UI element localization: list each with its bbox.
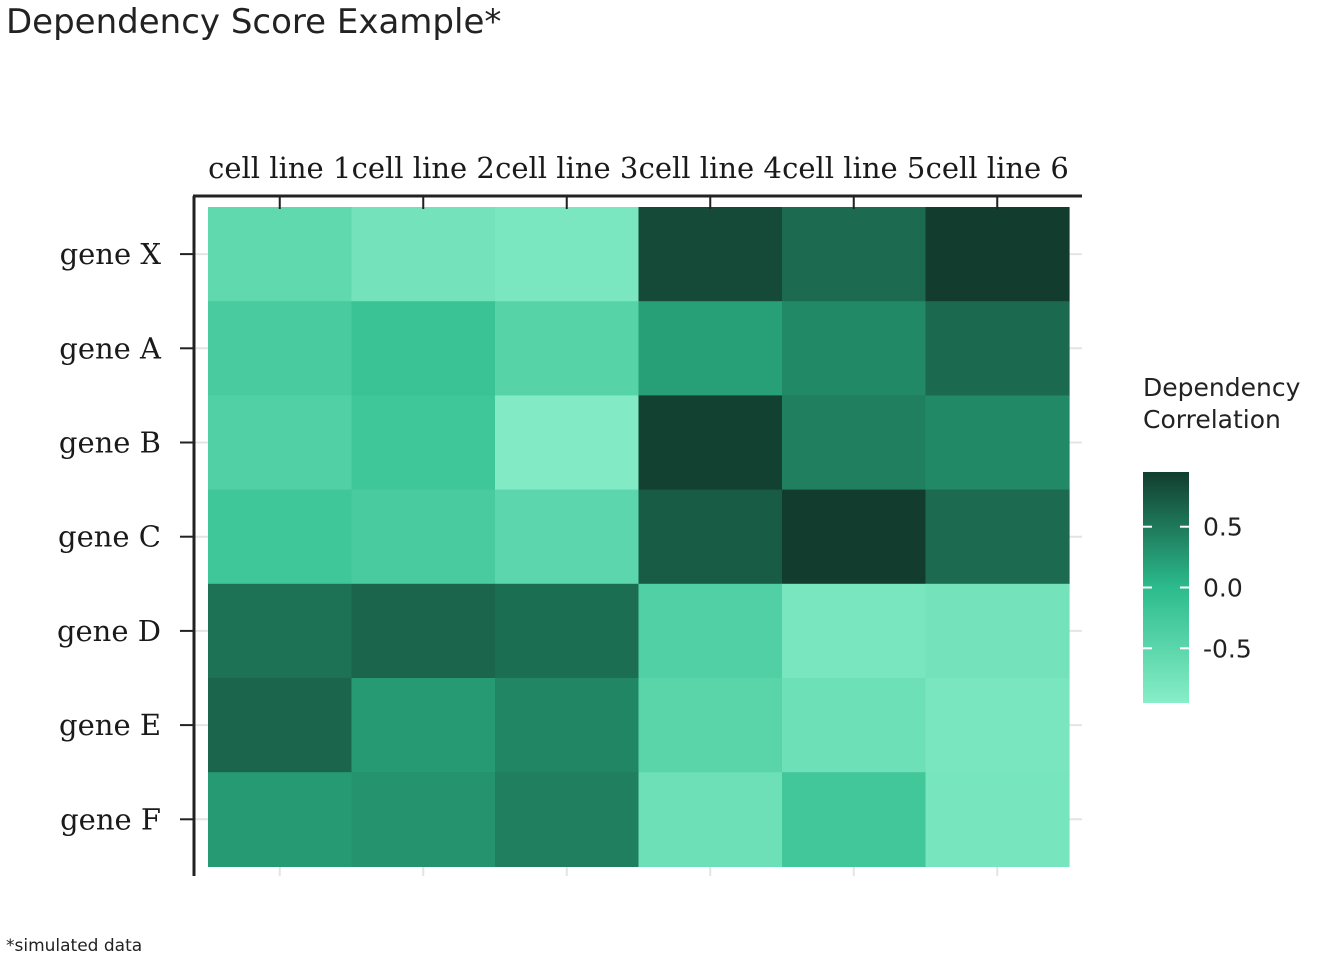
- heatmap-cell: [925, 207, 1070, 302]
- heatmap-cell: [782, 583, 927, 679]
- heatmap-cell: [351, 395, 496, 491]
- heatmap-cell: [495, 395, 640, 491]
- heatmap-cell: [782, 301, 927, 396]
- x-tick-label: cell line 4: [639, 151, 782, 185]
- heatmap-cell: [208, 678, 353, 773]
- heatmap-cell: [208, 395, 353, 491]
- heatmap-cell: [925, 489, 1070, 585]
- heatmap-cell: [638, 207, 783, 302]
- heatmap-cell: [782, 489, 927, 585]
- y-tick-label: gene E: [59, 708, 161, 742]
- heatmap-cell: [208, 772, 353, 867]
- heatmap-cell: [495, 772, 640, 867]
- heatmap-cell: [351, 678, 496, 773]
- heatmap-cell: [925, 772, 1070, 867]
- x-tick-label: cell line 2: [352, 151, 495, 185]
- heatmap-cell: [208, 207, 353, 302]
- heatmap-cell: [495, 301, 640, 396]
- heatmap-cell: [495, 678, 640, 773]
- heatmap-cell: [638, 583, 783, 679]
- heatmap-cell: [782, 678, 927, 773]
- y-tick-labels: gene X gene A gene B gene C gene D gene E gene…: [57, 237, 162, 836]
- heatmap-cell: [925, 678, 1070, 773]
- heatmap-cell: [351, 772, 496, 867]
- chart-caption: *simulated data: [6, 936, 142, 956]
- heatmap-cell: [495, 207, 640, 302]
- heatmap-cell: [638, 772, 783, 867]
- legend-tick-label: -0.5: [1203, 634, 1252, 663]
- heatmap-cell: [208, 301, 353, 396]
- heatmap-cell: [351, 207, 496, 302]
- y-tick-label: gene F: [60, 802, 161, 836]
- heatmap-cell: [638, 678, 783, 773]
- heatmap-cell: [495, 583, 640, 679]
- color-legend: Dependency Correlation 0.5 0.0 -0.5: [1143, 373, 1301, 703]
- y-tick-label: gene B: [59, 426, 161, 460]
- heatmap-cells: [208, 207, 1070, 867]
- legend-title-line-2: Correlation: [1143, 405, 1281, 434]
- legend-ticks: 0.5 0.0 -0.5: [1143, 513, 1252, 663]
- y-tick-label: gene D: [57, 614, 161, 648]
- heatmap-cell: [351, 489, 496, 585]
- heatmap-cell: [782, 772, 927, 867]
- x-tick-labels: cell line 1 cell line 2 cell line 3 cell li…: [208, 151, 1069, 185]
- heatmap-cell: [208, 489, 353, 585]
- heatmap-cell: [925, 301, 1070, 396]
- heatmap-cell: [638, 395, 783, 491]
- x-tick-label: cell line 3: [495, 151, 638, 185]
- axes: [180, 194, 1082, 876]
- chart-title: Dependency Score Example*: [6, 2, 501, 42]
- y-tick-label: gene C: [58, 520, 161, 554]
- heatmap-cell: [782, 207, 927, 302]
- heatmap-cell: [925, 395, 1070, 491]
- heatmap-cell: [638, 489, 783, 585]
- x-tick-label: cell line 5: [782, 151, 925, 185]
- legend-tick-label: 0.5: [1203, 513, 1243, 542]
- heatmap-cell: [208, 583, 353, 679]
- heatmap-cell: [925, 583, 1070, 679]
- heatmap-cell: [638, 301, 783, 396]
- heatmap-cell: [782, 395, 927, 491]
- heatmap-cell: [351, 583, 496, 679]
- legend-tick-label: 0.0: [1203, 574, 1243, 603]
- legend-title-line-1: Dependency: [1143, 373, 1301, 402]
- y-tick-label: gene X: [60, 237, 162, 271]
- heatmap-cell: [351, 301, 496, 396]
- y-tick-label: gene A: [59, 331, 162, 365]
- x-tick-label: cell line 6: [926, 151, 1069, 185]
- x-tick-label: cell line 1: [208, 151, 351, 185]
- heatmap-cell: [495, 489, 640, 585]
